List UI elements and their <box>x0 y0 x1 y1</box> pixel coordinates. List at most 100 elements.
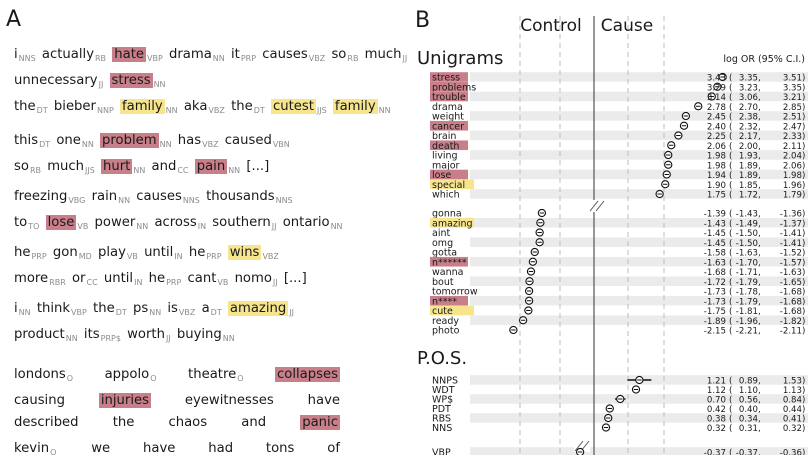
ci-lower-value: 1.85 <box>739 181 758 191</box>
pos-tag: RBR <box>49 278 66 287</box>
log-or-value: -1.63 <box>704 258 726 268</box>
token: have <box>308 390 340 412</box>
comma: , <box>758 405 761 415</box>
comma: , <box>758 171 761 181</box>
row-band <box>470 111 808 121</box>
token: cutest JJS <box>270 96 329 122</box>
comma: , <box>758 449 761 456</box>
comma: , <box>758 377 761 387</box>
sentence-line: productNN itsPRP$ worthJJ buyingNN <box>14 324 340 350</box>
word: southern <box>212 215 271 230</box>
pos-tag: VB <box>77 222 89 231</box>
pos-tag: RB <box>95 54 107 63</box>
token: powerNN <box>95 212 151 238</box>
token: dramaNN <box>169 44 227 70</box>
row-label: major <box>432 160 460 171</box>
row-values: 0.70(0.56, 0.84) <box>707 396 806 406</box>
pos-tag: JJ <box>165 334 171 343</box>
paren-open: ( <box>729 103 732 113</box>
token: bieberNNP <box>54 96 116 122</box>
row-band <box>470 217 808 228</box>
pos-tag: NN <box>212 54 225 63</box>
pos-tag: NN <box>165 106 178 115</box>
word: [...] <box>283 271 307 286</box>
paren-close: ) <box>802 103 805 113</box>
word: unnecessary <box>14 73 98 88</box>
ci-lower-value: -1.70 <box>736 258 758 268</box>
comma: , <box>758 103 761 113</box>
pos-tag: NN <box>81 140 94 149</box>
token: itsPRP$ <box>84 324 123 350</box>
ci-lower-value: -1.50 <box>736 239 758 249</box>
token: psNN <box>133 298 163 324</box>
word: a <box>201 301 210 316</box>
sentence: theDT bieberNNP family NN akaVBZ theDT cu… <box>14 96 391 122</box>
pos-tag: RB <box>29 166 41 175</box>
log-or-value: 2.25 <box>707 132 726 142</box>
word: nomo <box>234 271 272 286</box>
row-values: -1.89(-1.96, -1.82) <box>704 317 806 327</box>
ci-lower-value: -1.63 <box>736 249 758 259</box>
ci-upper-value: -1.41 <box>780 229 802 239</box>
ci-lower-value: 0.34 <box>739 415 758 425</box>
paren-open: ( <box>729 122 732 132</box>
axis-break <box>589 200 605 212</box>
ci-upper-value: 1.96 <box>783 181 802 191</box>
token: worthJJ <box>127 324 173 350</box>
token: causesNNS <box>136 186 202 212</box>
word: so <box>14 159 29 174</box>
ci-upper-value: -1.68 <box>780 307 802 317</box>
sentence-line: toTO lose VB powerNN acrossIN southernJJ … <box>14 212 343 238</box>
token: nomoJJ <box>235 268 280 294</box>
highlighted-word: wins <box>227 245 262 260</box>
row-label: gonna <box>432 209 462 220</box>
ci-lower-value: 3.06 <box>739 93 758 103</box>
pos-tag: VB <box>217 278 229 287</box>
word: has <box>177 133 202 148</box>
log-or-value: -2.15 <box>704 327 726 337</box>
token: toTO <box>14 212 41 238</box>
token: panic <box>300 412 340 434</box>
word: this <box>14 133 39 148</box>
token: soRB <box>14 156 43 182</box>
panel-a-letter: A <box>6 7 22 32</box>
row-label: photo <box>432 326 460 337</box>
word: causes <box>262 47 308 62</box>
token: tons <box>266 438 294 464</box>
comma: , <box>758 386 761 396</box>
pos-tag: O <box>237 374 244 383</box>
row-values: 1.94(1.89, 1.98) <box>707 171 806 181</box>
log-or-value: 2.06 <box>707 142 726 152</box>
word: much <box>47 159 85 174</box>
ci-lower-value: 2.17 <box>739 132 758 142</box>
log-or-value: 1.75 <box>707 191 726 201</box>
token: aDT <box>202 298 224 324</box>
sentence-line: moreRBR orCC untilIN hePRP cantVB nomoJJ… <box>14 268 340 294</box>
paren-close: ) <box>802 113 805 123</box>
ci-upper-value: 1.98 <box>783 171 802 181</box>
row-values: -1.63(-1.70, -1.57) <box>704 258 806 268</box>
paren-open: ( <box>729 249 732 259</box>
paren-open: ( <box>729 191 732 201</box>
log-or-value: -1.45 <box>704 229 726 239</box>
paren-open: ( <box>729 297 732 307</box>
pos-tag: NN <box>222 334 235 343</box>
pos-tag: DT <box>115 308 127 317</box>
sentence-line: theDT bieberNNP family NN akaVBZ theDT cu… <box>14 96 391 122</box>
token: causing <box>14 390 65 412</box>
ci-upper-value: 3.51 <box>783 74 802 84</box>
row-label: special <box>432 180 465 191</box>
pos-tag: VBZ <box>178 308 196 317</box>
ci-upper-value: 2.06 <box>783 161 802 171</box>
log-or-value: 2.45 <box>707 113 726 123</box>
comma: , <box>758 83 761 93</box>
token: described <box>14 412 79 434</box>
highlighted-word: panic <box>300 415 340 430</box>
paren-close: ) <box>802 405 805 415</box>
ci-lower-value: -1.96 <box>736 317 758 327</box>
row-band <box>470 315 808 325</box>
word: appolo <box>104 367 150 382</box>
row-label: amazing <box>432 218 473 229</box>
comma: , <box>758 74 761 84</box>
row-label: omg <box>432 238 453 249</box>
